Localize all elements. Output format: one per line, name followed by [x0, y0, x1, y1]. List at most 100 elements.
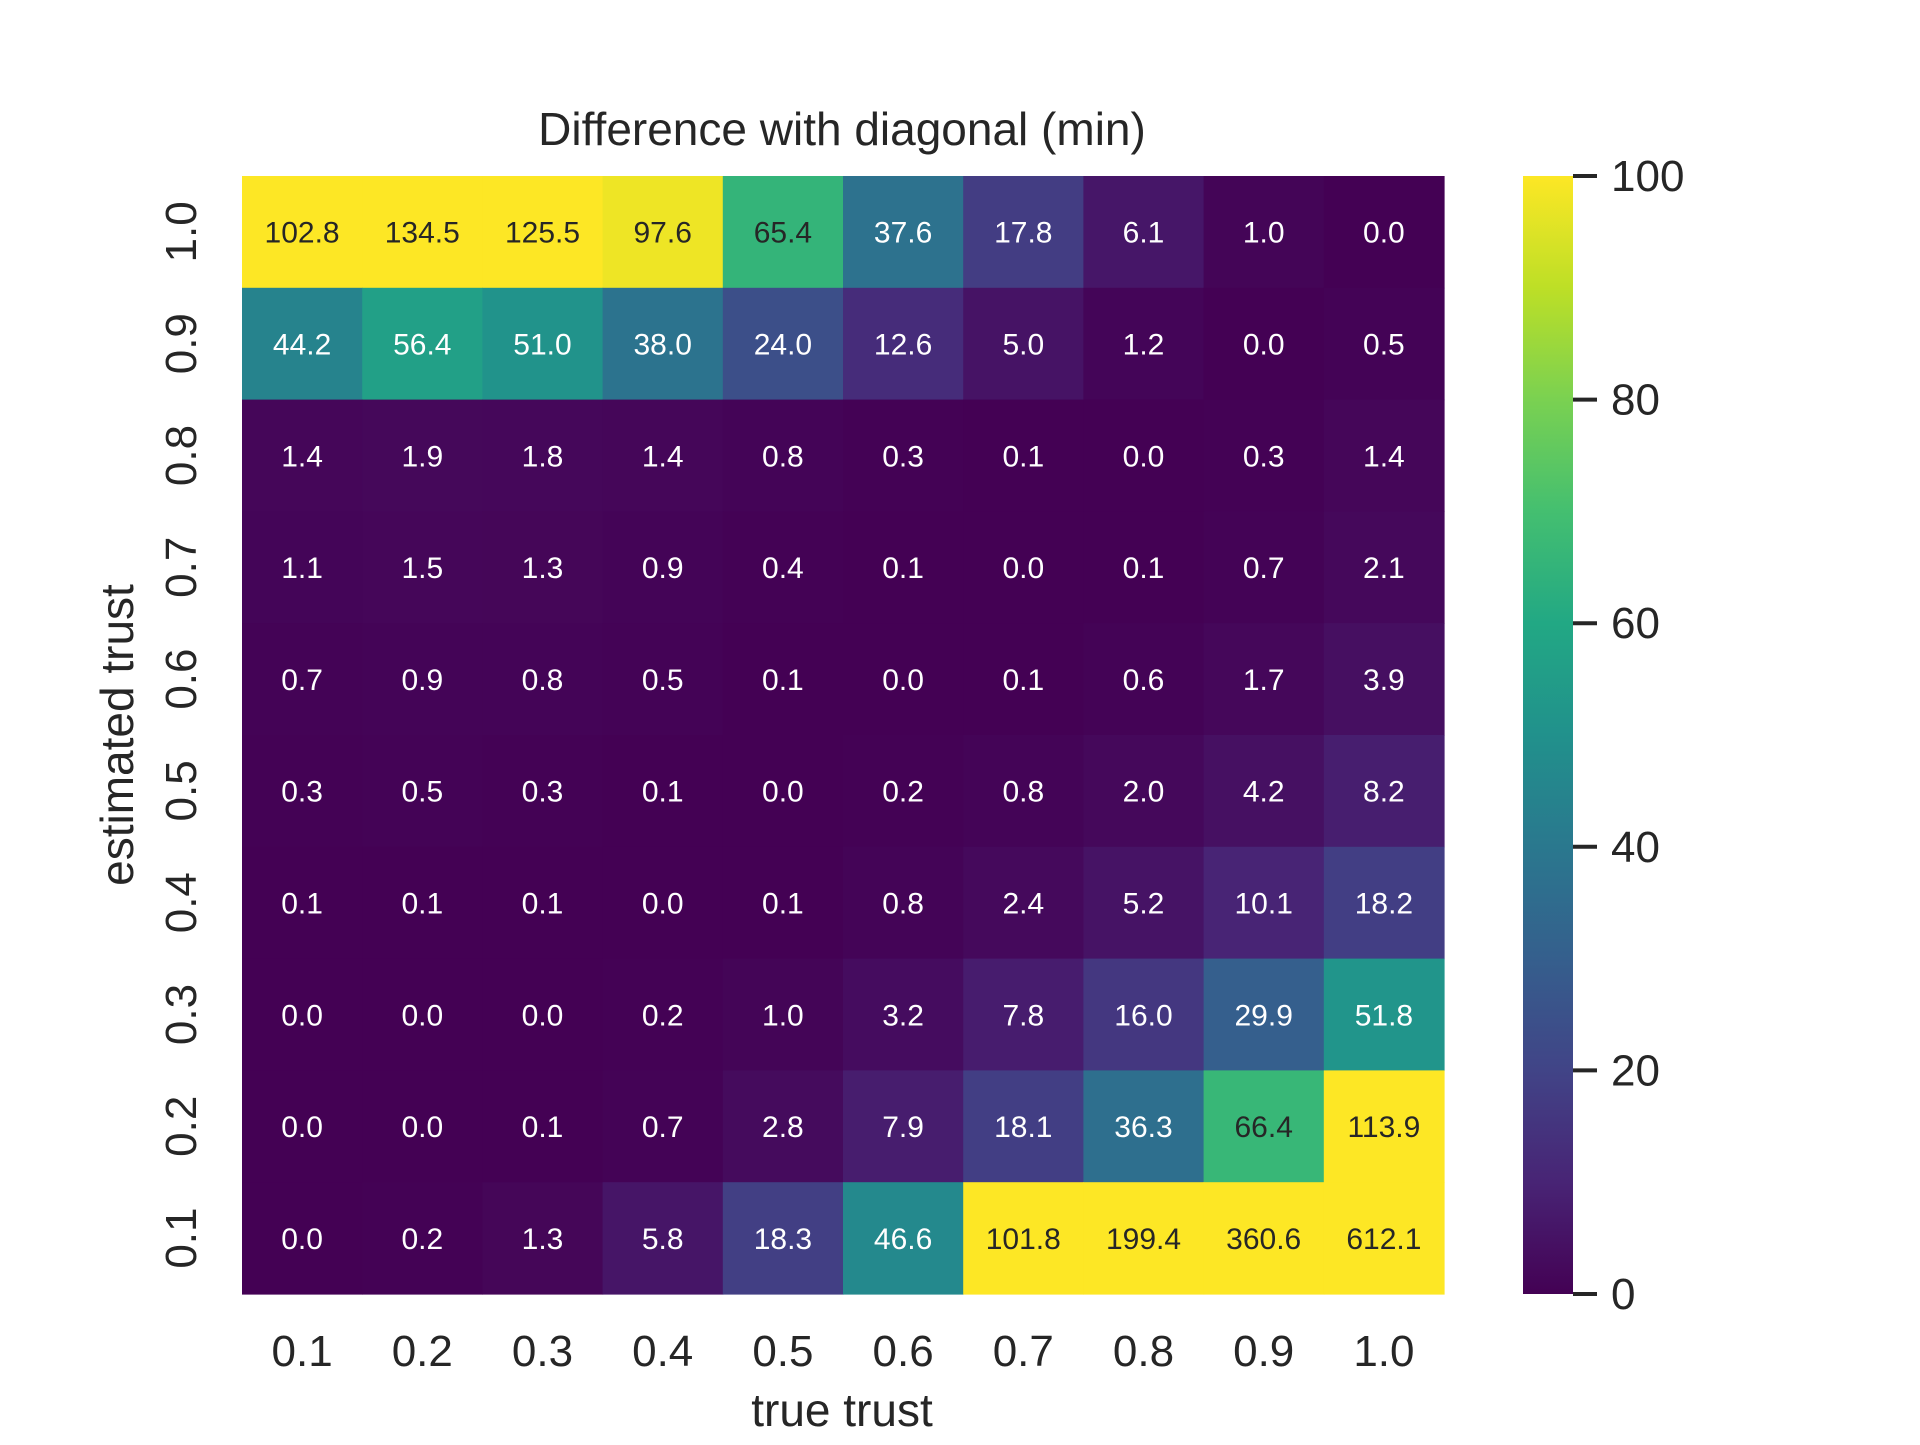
cell-value-label: 0.1: [522, 888, 564, 921]
heatmap-cell: [963, 176, 1084, 289]
cell-value-label: 66.4: [1235, 1111, 1293, 1144]
heatmap-cell: [963, 287, 1084, 401]
heatmap-cell: [1323, 1070, 1445, 1183]
cell-value-label: 0.0: [1123, 440, 1165, 473]
heatmap-cell: [963, 1182, 1084, 1295]
heatmap-cell: [1203, 1182, 1325, 1295]
heatmap-cell: [482, 1182, 604, 1295]
cell-value-label: 18.1: [994, 1111, 1052, 1144]
heatmap-cell: [242, 287, 363, 401]
cell-value-label: 0.1: [762, 888, 804, 921]
cell-value-label: 1.2: [1123, 329, 1165, 362]
heatmap-cell: [1083, 1070, 1205, 1183]
heatmap-cell: [482, 511, 604, 624]
cell-value-label: 5.8: [642, 1223, 684, 1256]
heatmap-cell: [362, 1182, 483, 1295]
y-tick-label: 0.2: [157, 1096, 206, 1157]
heatmap-cell: [722, 399, 844, 512]
cell-value-label: 3.9: [1363, 664, 1405, 697]
cell-value-label: 1.5: [401, 552, 443, 585]
heatmap-cell: [1083, 1182, 1205, 1295]
cell-value-label: 56.4: [393, 329, 451, 362]
heatmap-cell: [1323, 287, 1445, 401]
cell-value-label: 37.6: [874, 217, 932, 250]
x-tick-label: 0.1: [272, 1327, 333, 1376]
cell-value-label: 1.1: [281, 552, 323, 585]
heatmap-cell: [242, 1182, 363, 1295]
cell-value-label: 0.0: [642, 888, 684, 921]
cell-value-label: 3.2: [882, 999, 924, 1032]
cell-value-label: 46.6: [874, 1223, 932, 1256]
y-tick-label: 1.0: [157, 201, 206, 262]
cell-value-label: 7.8: [1002, 999, 1044, 1032]
heatmap-cells: [242, 176, 1445, 1295]
heatmap-cell: [722, 511, 844, 624]
heatmap-cell: [722, 846, 844, 960]
heatmap-cell: [1203, 1070, 1325, 1183]
heatmap-cell: [482, 735, 604, 848]
cell-value-label: 7.9: [882, 1111, 924, 1144]
heatmap-cell: [242, 623, 363, 736]
cell-value-label: 0.0: [522, 999, 564, 1032]
cell-value-label: 0.1: [1002, 440, 1044, 473]
cell-value-label: 5.0: [1002, 329, 1044, 362]
cell-value-label: 0.7: [642, 1111, 684, 1144]
heatmap-cell: [1323, 958, 1445, 1071]
heatmap-cell: [722, 735, 844, 848]
heatmap-value-labels: 102.8 134.5 125.5 97.6 65.4 37.6 17.8 6.1 1.0 0.0…: [265, 217, 1422, 1256]
heatmap-cell: [242, 958, 363, 1071]
y-tick-label: 0.9: [157, 313, 206, 374]
y-tick-label: 0.4: [157, 872, 206, 933]
heatmap-cell: [602, 735, 724, 848]
heatmap-cell: [963, 735, 1084, 848]
y-tick-label: 0.1: [157, 1208, 206, 1269]
cell-value-label: 0.3: [882, 440, 924, 473]
cell-value-label: 360.6: [1226, 1223, 1301, 1256]
cell-value-label: 101.8: [986, 1223, 1061, 1256]
heatmap-cell: [843, 176, 964, 289]
cell-value-label: 1.3: [522, 552, 564, 585]
heatmap-cell: [242, 1070, 363, 1183]
heatmap-cell: [362, 399, 483, 512]
heatmap-cell: [362, 511, 483, 624]
colorbar-tick-label: 20: [1611, 1046, 1660, 1095]
cell-value-label: 16.0: [1114, 999, 1172, 1032]
heatmap-cell: [722, 287, 844, 401]
heatmap-cell: [362, 623, 483, 736]
cell-value-label: 1.8: [522, 440, 564, 473]
cell-value-label: 1.9: [401, 440, 443, 473]
heatmap-cell: [1323, 176, 1445, 289]
heatmap-cell: [242, 399, 363, 512]
x-tick-labels: 0.1 0.2 0.3 0.4 0.5 0.6 0.7 0.8 0.9 1.0: [272, 1327, 1415, 1376]
heatmap-cell: [1203, 399, 1325, 512]
x-tick-label: 0.2: [392, 1327, 453, 1376]
heatmap-cell: [722, 176, 844, 289]
heatmap-cell: [1203, 623, 1325, 736]
heatmap-cell: [482, 399, 604, 512]
cell-value-label: 0.5: [642, 664, 684, 697]
heatmap-cell: [843, 511, 964, 624]
heatmap-cell: [963, 1070, 1084, 1183]
cell-value-label: 51.8: [1355, 999, 1413, 1032]
heatmap-cell: [1323, 1182, 1445, 1295]
cell-value-label: 0.1: [642, 776, 684, 809]
heatmap-cell: [1203, 287, 1325, 401]
heatmap-cell: [1323, 399, 1445, 512]
cell-value-label: 0.8: [762, 440, 804, 473]
heatmap-cell: [722, 1182, 844, 1295]
colorbar-tick-label: 100: [1611, 152, 1684, 201]
heatmap-cell: [482, 1070, 604, 1183]
cell-value-label: 0.7: [281, 664, 323, 697]
heatmap-cell: [362, 176, 483, 289]
cell-value-label: 0.1: [1002, 664, 1044, 697]
colorbar-tick-label: 0: [1611, 1270, 1635, 1319]
cell-value-label: 0.5: [401, 776, 443, 809]
heatmap-cell: [843, 846, 964, 960]
heatmap-cell: [482, 846, 604, 960]
cell-value-label: 65.4: [754, 217, 812, 250]
x-axis-label: true trust: [751, 1384, 933, 1436]
cell-value-label: 0.2: [401, 1223, 443, 1256]
heatmap-cell: [1203, 176, 1325, 289]
x-tick-label: 1.0: [1353, 1327, 1414, 1376]
heatmap-cell: [843, 958, 964, 1071]
